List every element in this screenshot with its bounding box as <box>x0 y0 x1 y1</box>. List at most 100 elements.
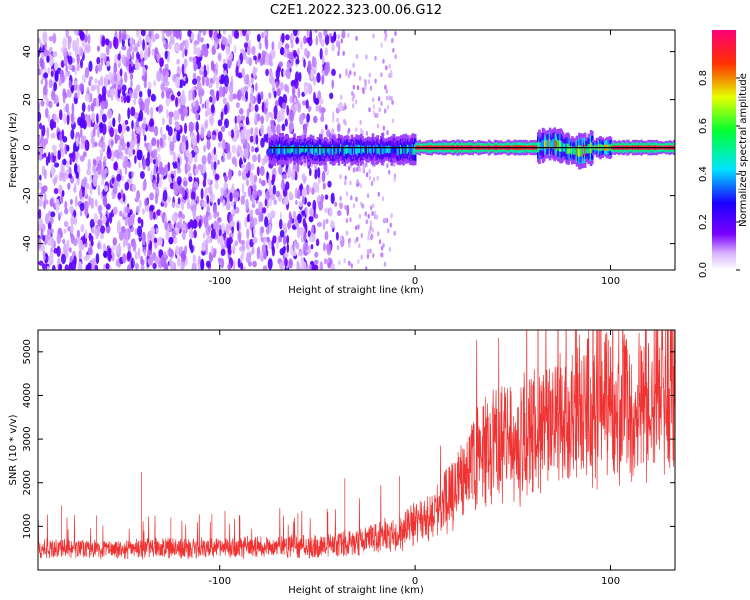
heatmap-cell <box>373 214 377 220</box>
heatmap-cell <box>296 165 300 173</box>
heatmap-cell <box>337 122 341 133</box>
heatmap-cell <box>374 78 377 84</box>
heatmap-cell <box>241 170 247 181</box>
heatmap-cell <box>171 213 177 223</box>
heatmap-cell <box>237 72 243 79</box>
heatmap-cell <box>99 124 104 134</box>
heatmap-cell <box>51 90 55 101</box>
heatmap-cell <box>331 79 334 89</box>
heatmap-cell <box>315 238 320 247</box>
heatmap-cell <box>349 180 352 186</box>
heatmap-cell <box>223 181 228 191</box>
heatmap-cell <box>62 37 67 49</box>
heatmap-cell <box>330 220 335 229</box>
heatmap-cell <box>202 232 206 239</box>
heatmap-cell <box>59 69 64 77</box>
heatmap-cell <box>66 71 71 77</box>
heatmap-cell <box>344 180 347 186</box>
heatmap-cell <box>54 94 59 105</box>
heatmap-cell <box>213 161 217 171</box>
heatmap-cell <box>164 50 168 60</box>
heatmap-cell <box>185 76 189 84</box>
heatmap-cell <box>159 57 164 67</box>
heatmap-cell <box>118 113 121 124</box>
heatmap-cell <box>345 68 348 77</box>
heatmap-cell <box>64 71 68 80</box>
heatmap-cell <box>150 226 155 236</box>
heatmap-cell <box>133 46 139 53</box>
heatmap-cell <box>281 68 284 78</box>
heatmap-cell <box>281 32 285 43</box>
heatmap-cell <box>127 243 132 252</box>
heatmap-cell <box>202 200 207 208</box>
heatmap-cell <box>356 179 359 184</box>
heatmap-cell <box>153 166 157 178</box>
heatmap-cell <box>81 135 86 142</box>
heatmap-cell <box>181 233 186 239</box>
heatmap-cell <box>248 79 251 88</box>
heatmap-cell <box>214 182 219 190</box>
heatmap-cell <box>101 35 106 47</box>
heatmap-cell <box>103 263 106 270</box>
heatmap-cell <box>115 89 118 101</box>
heatmap-cell <box>251 246 255 255</box>
heatmap-cell <box>286 243 290 254</box>
heatmap-cell <box>44 66 47 74</box>
heatmap-cell <box>50 132 56 139</box>
heatmap-cell <box>171 202 176 208</box>
heatmap-cell <box>78 249 82 260</box>
heatmap-cell <box>134 197 139 203</box>
heatmap-cell <box>97 141 103 148</box>
heatmap-cell <box>270 113 275 120</box>
heatmap-cell <box>79 239 83 250</box>
heatmap-cell <box>80 224 85 233</box>
heatmap-cell <box>148 119 154 127</box>
heatmap-cell <box>96 156 100 165</box>
heatmap-cell <box>376 123 380 129</box>
heatmap-cell <box>250 103 254 112</box>
heatmap-cell <box>79 128 83 139</box>
heatmap-cell <box>368 72 371 78</box>
heatmap-cell <box>84 200 89 212</box>
heatmap-cell <box>331 68 336 76</box>
heatmap-cell <box>38 111 42 122</box>
heatmap-cell <box>74 80 78 86</box>
heatmap-cell <box>192 78 198 85</box>
heatmap-cell <box>276 66 281 73</box>
heatmap-cell <box>60 60 65 68</box>
heatmap-cell <box>332 111 335 123</box>
heatmap-cell <box>97 84 100 95</box>
heatmap-cell <box>352 62 355 68</box>
heatmap-cell <box>370 235 373 241</box>
heatmap-cell <box>337 104 340 109</box>
heatmap-cell <box>312 56 317 68</box>
heatmap-cell <box>190 244 194 254</box>
heatmap-cell <box>333 31 337 42</box>
heatmap-cell <box>71 86 74 94</box>
heatmap-cell <box>230 92 234 101</box>
heatmap-cell <box>82 151 87 158</box>
heatmap-cell <box>377 231 380 237</box>
heatmap-cell <box>170 260 174 270</box>
heatmap-cell <box>384 84 387 90</box>
heatmap-cell <box>68 247 72 253</box>
heatmap-cell <box>223 187 228 198</box>
heatmap-cell <box>231 30 235 37</box>
heatmap-cell <box>178 210 183 219</box>
heatmap-cell <box>207 130 212 138</box>
heatmap-cell <box>85 43 91 54</box>
heatmap-cell <box>264 35 267 48</box>
heatmap-cell <box>281 123 286 132</box>
heatmap-cell <box>188 152 193 164</box>
y-tick-label: 2000 <box>22 470 33 495</box>
heatmap-cell <box>140 218 144 228</box>
heatmap-cell <box>365 266 368 270</box>
heatmap-cell <box>300 40 303 50</box>
heatmap-cell <box>273 90 277 98</box>
heatmap-cell <box>362 87 365 93</box>
y-tick-label: 4000 <box>22 383 33 408</box>
heatmap-cell <box>105 99 108 107</box>
heatmap-cell <box>204 187 210 194</box>
heatmap-cell <box>357 224 360 230</box>
heatmap-cell <box>43 49 49 57</box>
